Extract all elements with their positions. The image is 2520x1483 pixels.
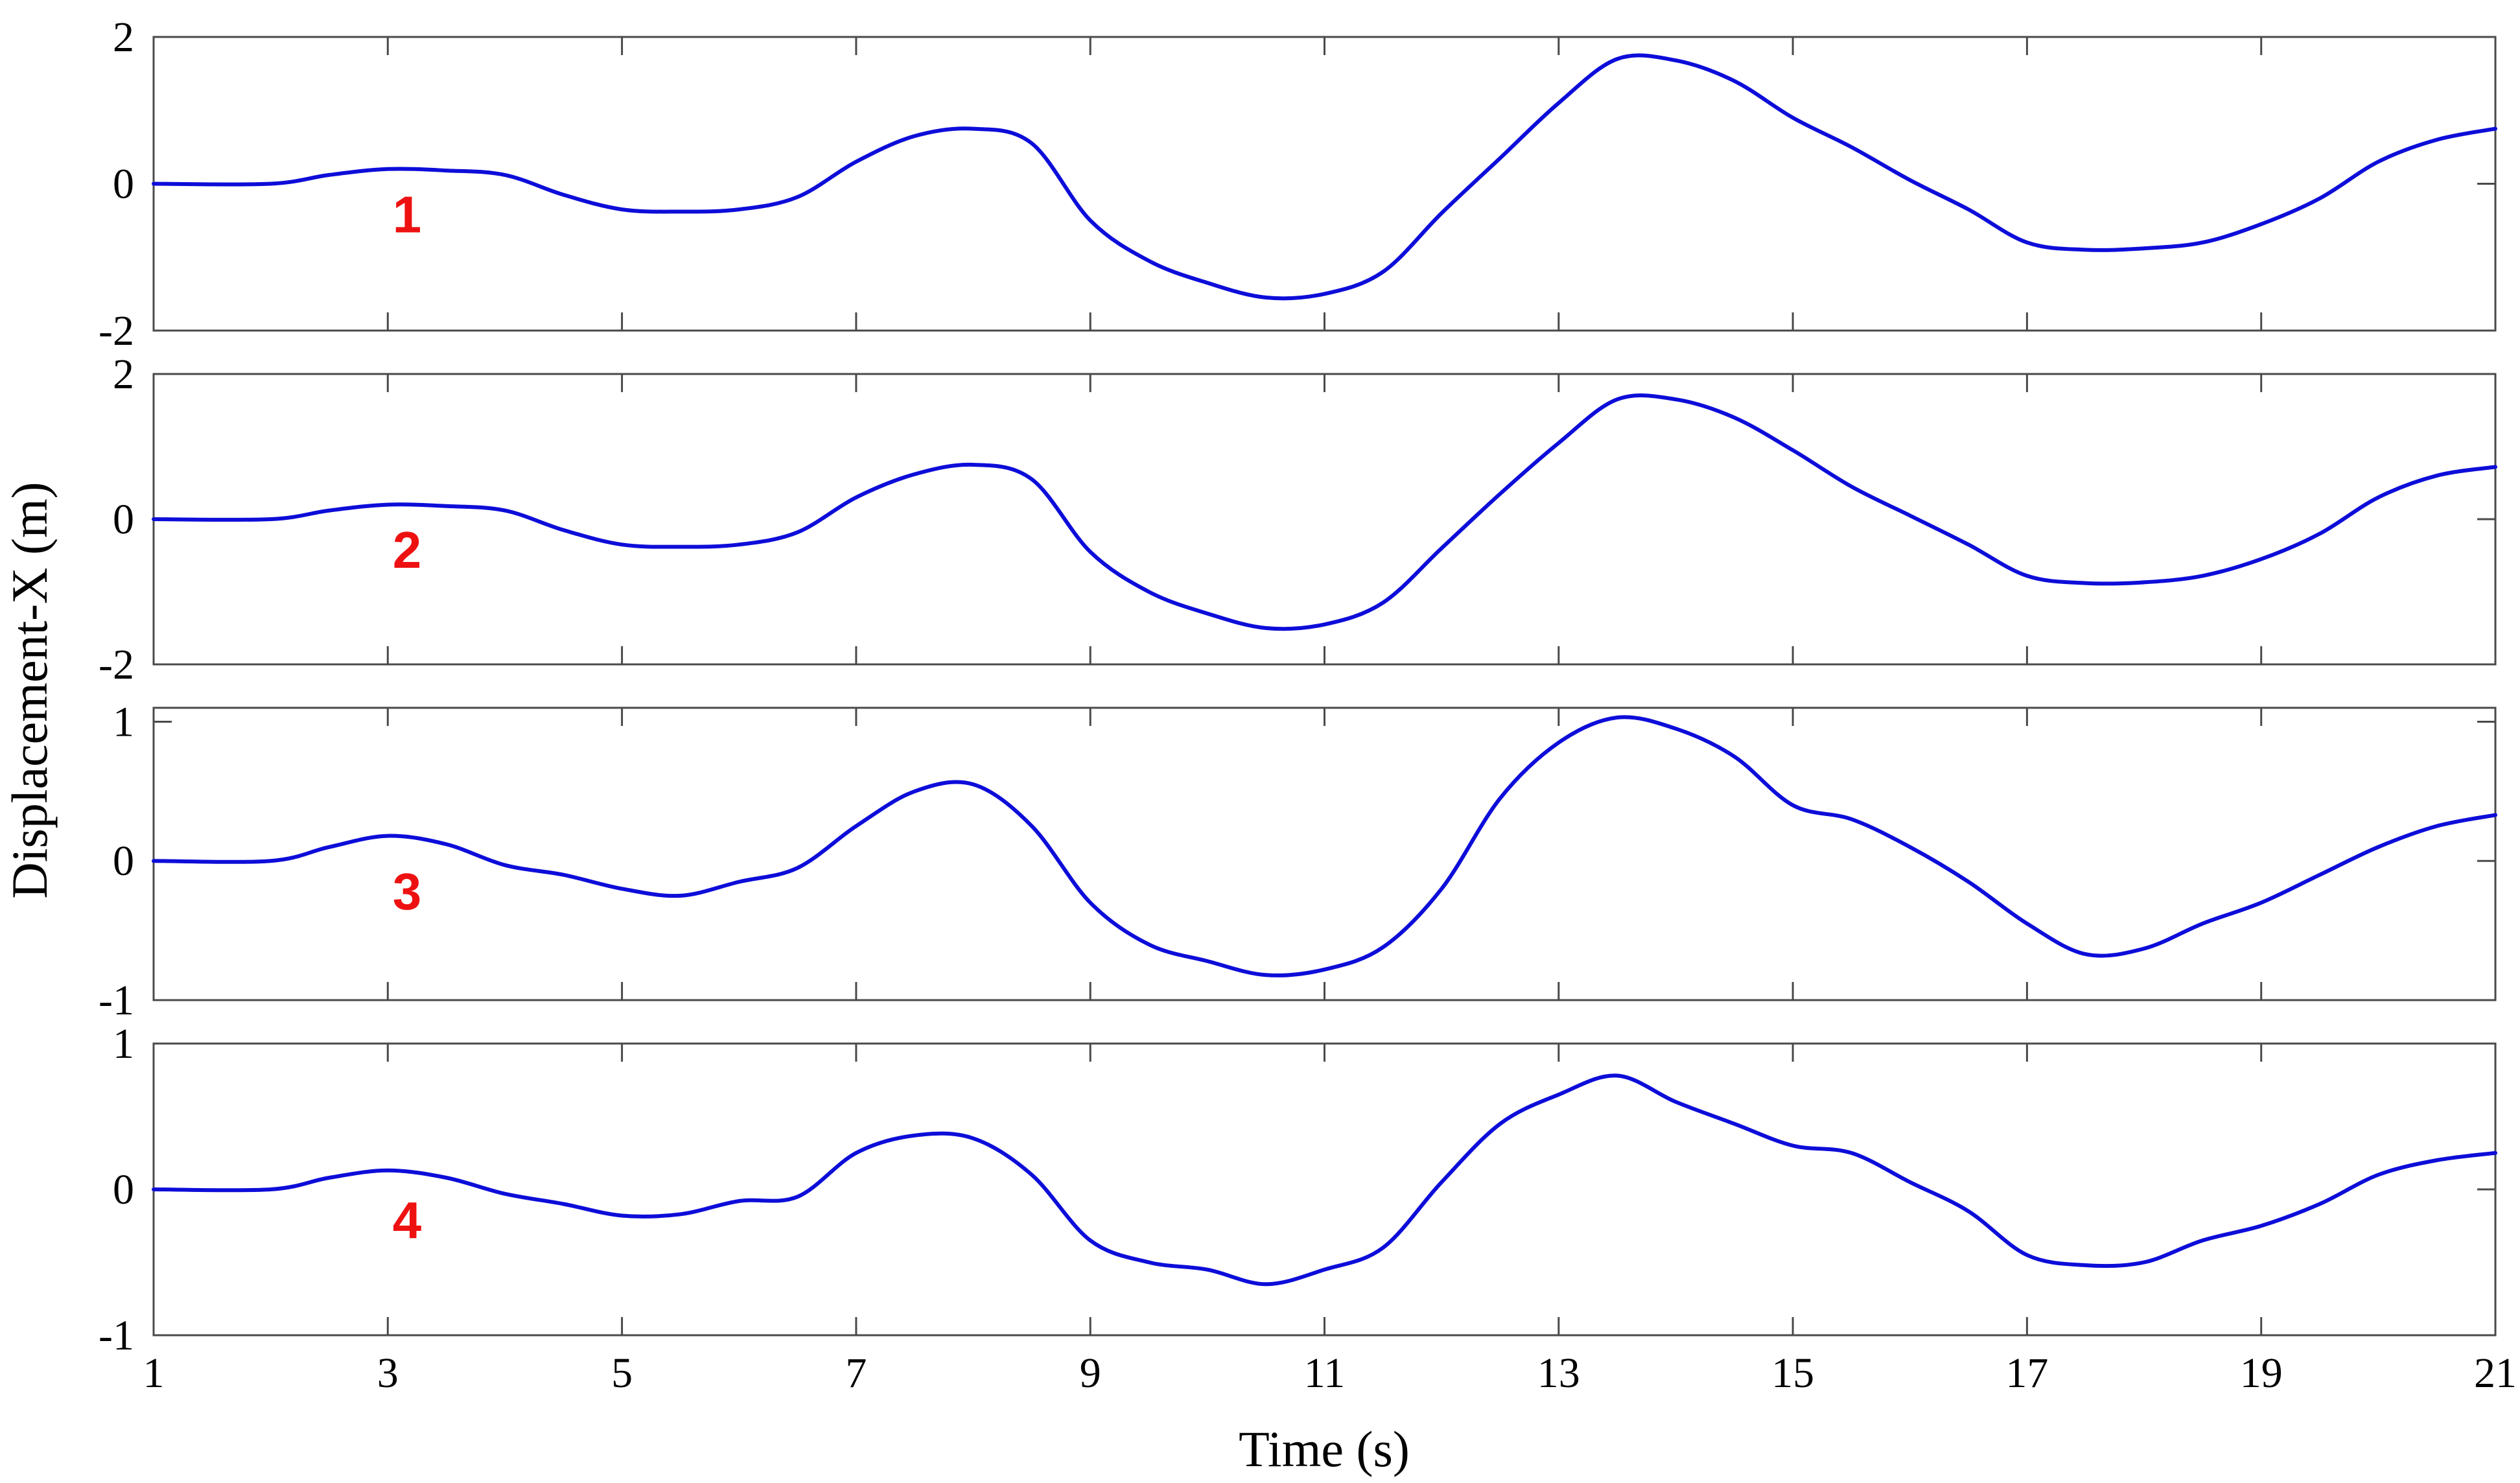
panel-2: -2 0 2 2 bbox=[99, 351, 2497, 688]
y-tick-label: 0 bbox=[113, 1166, 134, 1213]
y-tick-label: 2 bbox=[113, 351, 134, 398]
y-tick-label: 0 bbox=[113, 161, 134, 208]
x-axis-label: Time (s) bbox=[1239, 1421, 1410, 1477]
x-tick-label: 21 bbox=[2474, 1349, 2517, 1397]
series-line-panel-1 bbox=[152, 53, 2497, 301]
x-tick-label: 19 bbox=[2240, 1349, 2283, 1397]
panel-frame bbox=[152, 1042, 2497, 1337]
y-tick-label: 0 bbox=[113, 496, 134, 543]
x-tick-labels: 1 3 5 7 9 11 13 15 17 19 21 bbox=[143, 1349, 2517, 1397]
y-tick-label: -2 bbox=[99, 307, 134, 355]
y-tick-label: -1 bbox=[99, 977, 134, 1024]
x-tick-label: 15 bbox=[1771, 1349, 1814, 1397]
series-line-panel-4 bbox=[152, 1073, 2497, 1287]
x-tick-label: 13 bbox=[1537, 1349, 1580, 1397]
x-tick-label: 3 bbox=[377, 1349, 399, 1397]
series-line-panel-2 bbox=[152, 393, 2497, 631]
y-tick-label: 1 bbox=[113, 1020, 134, 1068]
panels: -2 0 2 1 -2 0 2 2 -1 0 1 3 -1 0 1 4 bbox=[99, 14, 2497, 1359]
panel-frame bbox=[152, 373, 2497, 666]
panel-1: -2 0 2 1 bbox=[99, 14, 2497, 355]
x-tick-label: 5 bbox=[611, 1349, 633, 1397]
series-line-panel-3 bbox=[152, 715, 2497, 977]
panel-label: 4 bbox=[393, 1191, 422, 1249]
y-tick-label: 1 bbox=[113, 698, 134, 745]
y-tick-label: 2 bbox=[113, 14, 134, 61]
panel-3: -1 0 1 3 bbox=[99, 698, 2497, 1024]
panel-frame bbox=[152, 36, 2497, 332]
x-tick-label: 1 bbox=[143, 1349, 165, 1397]
x-tick-label: 11 bbox=[1304, 1349, 1346, 1397]
panel-label: 3 bbox=[393, 863, 422, 920]
x-tick-label: 9 bbox=[1080, 1349, 1101, 1397]
y-tick-label: -1 bbox=[99, 1312, 134, 1359]
panel-label: 2 bbox=[393, 521, 422, 579]
y-axis-label: Displacement-X (m) bbox=[1, 482, 58, 898]
panel-4: -1 0 1 4 bbox=[99, 1020, 2497, 1359]
y-tick-label: 0 bbox=[113, 837, 134, 885]
x-tick-label: 7 bbox=[845, 1349, 867, 1397]
panel-label: 1 bbox=[393, 186, 422, 244]
x-tick-label: 17 bbox=[2005, 1349, 2048, 1397]
panel-frame bbox=[152, 706, 2497, 1001]
y-tick-label: -2 bbox=[99, 641, 134, 688]
